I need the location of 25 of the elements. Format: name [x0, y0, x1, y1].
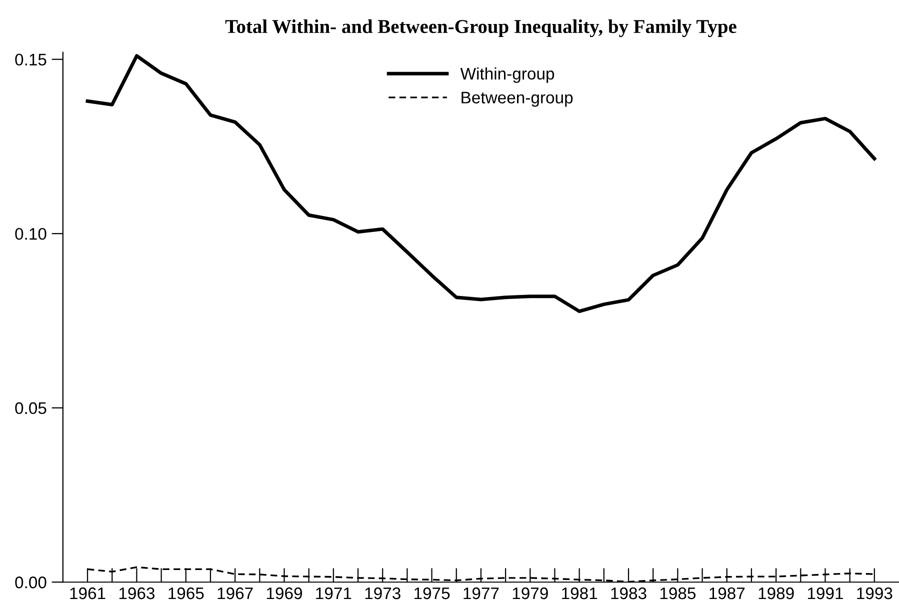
legend-label: Within-group: [460, 67, 554, 83]
x-tick-label: 1989: [758, 587, 794, 600]
x-tick-label: 1965: [168, 587, 204, 600]
x-tick-label: 1977: [464, 587, 499, 600]
x-tick-label: 1963: [119, 587, 155, 600]
x-tick-label: 1971: [316, 587, 352, 600]
x-tick-label: 1961: [70, 587, 106, 600]
y-tick-label: 0.10: [15, 228, 46, 240]
line-series: [86, 54, 876, 314]
x-tick-label: 1987: [710, 587, 745, 600]
x-tick-label: 1979: [512, 587, 548, 600]
y-tick-label: 0.05: [15, 402, 46, 414]
y-tick-label: 0.15: [15, 54, 46, 66]
x-tick-label: 1967: [218, 587, 253, 600]
x-tick-label: 1981: [562, 587, 598, 600]
x-tick-label: 1975: [414, 587, 450, 600]
x-tick-label: 1969: [266, 587, 302, 600]
x-tick-label: 1985: [660, 587, 696, 600]
legend-label: Between-group: [462, 92, 573, 107]
y-tick-label: 0.00: [15, 576, 46, 588]
chart-title: Total Within- and Between-Group Inequality, by Family Type: [225, 19, 736, 38]
x-tick-label: 1993: [857, 587, 892, 600]
x-tick-label: 1973: [365, 587, 400, 600]
x-tick-label: 1991: [808, 587, 843, 600]
x-tick-label: 1983: [611, 587, 646, 600]
